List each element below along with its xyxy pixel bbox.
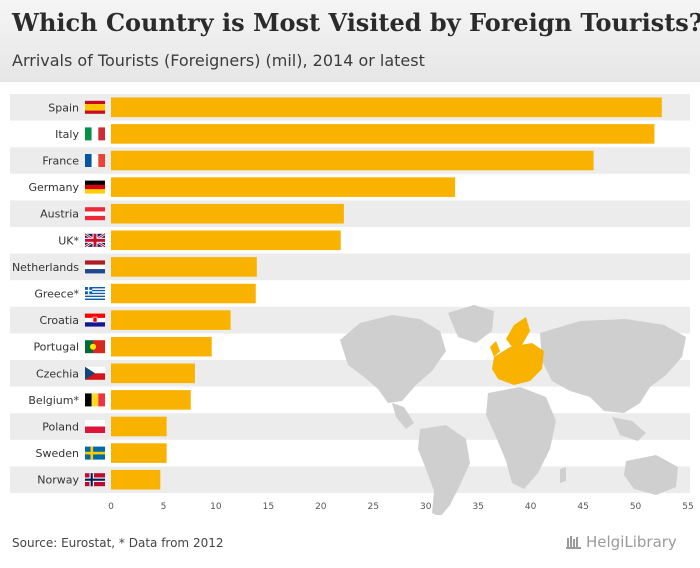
bar	[111, 310, 231, 330]
category-label: Netherlands	[12, 261, 79, 274]
portugal-flag-icon	[85, 340, 105, 354]
country-flags	[84, 100, 106, 487]
category-label: Czechia	[36, 367, 79, 380]
scandinavia-shape	[506, 317, 530, 347]
x-tick-label: 35	[472, 502, 483, 512]
bar	[111, 124, 655, 144]
category-label: Poland	[42, 421, 79, 434]
category-label: Greece*	[34, 288, 79, 301]
brand-name: HelgiLibrary	[586, 533, 677, 551]
bar	[111, 443, 167, 463]
chart-subtitle: Arrivals of Tourists (Foreigners) (mil),…	[12, 51, 425, 70]
bar	[111, 230, 341, 251]
italy-flag-icon	[85, 127, 105, 141]
norway-flag-icon	[85, 473, 105, 487]
madagascar-shape	[560, 467, 566, 483]
croatia-flag-icon	[85, 313, 105, 327]
bar	[111, 390, 191, 410]
greenland-shape	[448, 305, 494, 343]
chart-svg: Spain Italy France Germany Austria UK* Netherl…	[10, 94, 694, 515]
belgium-flag-icon	[85, 393, 105, 407]
category-label: Austria	[40, 208, 79, 221]
france-flag-icon	[85, 154, 105, 167]
category-label: Italy	[55, 128, 79, 141]
central-america-shape	[392, 403, 414, 429]
category-label: Norway	[37, 474, 79, 487]
category-label: UK*	[58, 234, 79, 247]
bar-series	[111, 97, 662, 490]
x-axis-ticks: 0 5 10 15 20 25 30 35 40 45 50 55	[108, 502, 694, 512]
spain-flag-icon	[85, 100, 105, 114]
category-label: Spain	[48, 101, 79, 114]
library-icon	[566, 536, 581, 549]
poland-flag-icon	[85, 420, 105, 433]
category-label: Croatia	[39, 314, 79, 327]
bar	[111, 416, 167, 437]
se-asia-shape	[612, 417, 646, 441]
sweden-flag-icon	[85, 446, 105, 460]
south-america-shape	[418, 425, 470, 515]
uk-shape	[490, 341, 500, 357]
austria-flag-icon	[85, 207, 105, 221]
x-tick-label: 10	[210, 502, 222, 512]
x-tick-label: 5	[161, 502, 167, 512]
brand-logo[interactable]: HelgiLibrary	[566, 532, 692, 552]
bar	[111, 257, 257, 277]
x-tick-label: 40	[525, 502, 537, 512]
category-label: France	[42, 155, 79, 168]
category-labels: Spain Italy France Germany Austria UK* Netherl…	[12, 101, 80, 486]
chart-title: Which Country is Most Visited by Foreign…	[12, 8, 700, 37]
africa-shape	[486, 387, 556, 489]
category-label: Portugal	[33, 341, 79, 354]
north-america-shape	[340, 315, 446, 403]
europe-shape	[492, 343, 544, 385]
germany-flag-icon	[85, 180, 105, 194]
bar	[111, 203, 344, 224]
bar-chart: Spain Italy France Germany Austria UK* Netherl…	[0, 85, 700, 515]
bar	[111, 150, 594, 171]
x-tick-label: 20	[315, 502, 327, 512]
bar	[111, 177, 456, 197]
source-note: Source: Eurostat, * Data from 2012	[12, 536, 224, 550]
x-tick-label: 30	[420, 502, 432, 512]
uk-flag-icon	[84, 232, 106, 248]
x-tick-label: 15	[263, 502, 274, 512]
greece-flag-icon	[85, 287, 105, 300]
category-label: Sweden	[36, 447, 79, 460]
bar	[111, 363, 195, 384]
category-label: Germany	[28, 181, 79, 194]
netherlands-flag-icon	[85, 260, 105, 274]
x-tick-label: 0	[108, 502, 114, 512]
x-tick-label: 25	[368, 502, 379, 512]
world-map	[340, 305, 686, 515]
bar	[111, 469, 161, 490]
bar	[111, 336, 212, 357]
bar	[111, 283, 256, 304]
czechia-flag-icon	[85, 366, 105, 380]
bar	[111, 97, 662, 118]
x-tick-label: 55	[682, 502, 693, 512]
x-tick-label: 50	[630, 502, 642, 512]
title-band	[0, 0, 700, 82]
category-label: Belgium*	[28, 394, 79, 407]
australia-shape	[624, 455, 678, 495]
asia-shape	[540, 319, 686, 413]
x-tick-label: 45	[577, 502, 588, 512]
